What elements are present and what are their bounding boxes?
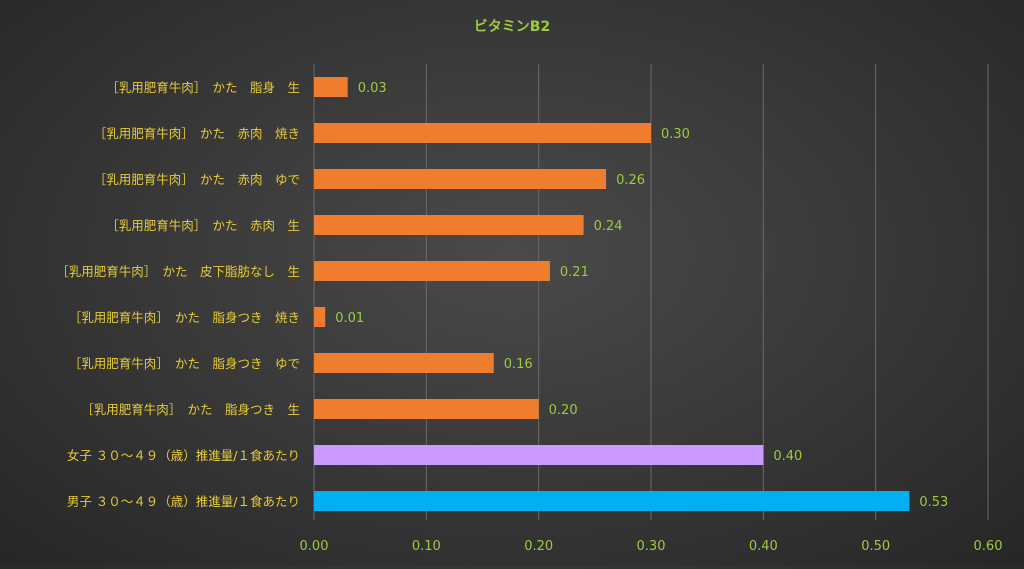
bar xyxy=(314,215,584,235)
bar xyxy=(314,261,550,281)
category-label: ［乳用肥育牛肉］ かた 脂身つき 焼き xyxy=(69,310,300,325)
x-axis-tick-labels: 0.00 0.10 0.20 0.30 0.40 0.50 0.60 xyxy=(300,539,1003,554)
bar xyxy=(314,353,494,373)
category-label: ［乳用肥育牛肉］ かた 赤肉 ゆで xyxy=(94,172,300,187)
bar xyxy=(314,77,348,97)
bar xyxy=(314,491,910,511)
category-labels: ［乳用肥育牛肉］ かた 脂身 生 ［乳用肥育牛肉］ かた 赤肉 焼き ［乳用肥育牛肉… xyxy=(56,80,300,509)
category-label: ［乳用肥育牛肉］ かた 脂身つき 生 xyxy=(81,402,300,417)
x-tick-label: 0.30 xyxy=(637,539,666,554)
bar xyxy=(314,445,764,465)
x-tick-label: 0.00 xyxy=(300,539,329,554)
value-label: 0.40 xyxy=(773,449,802,464)
category-label: ［乳用肥育牛肉］ かた 赤肉 焼き xyxy=(94,126,300,141)
category-label: ［乳用肥育牛肉］ かた 脂身つき ゆで xyxy=(69,356,300,371)
value-label: 0.30 xyxy=(661,127,690,142)
value-label: 0.03 xyxy=(358,81,387,96)
category-label: ［乳用肥育牛肉］ かた 赤肉 生 xyxy=(106,218,300,233)
x-tick-label: 0.20 xyxy=(524,539,553,554)
bar xyxy=(314,399,539,419)
category-label: ［乳用肥育牛肉］ かた 脂身 生 xyxy=(106,80,300,95)
category-label: 女子 ３０～４９（歳）推進量/１食あたり xyxy=(67,448,300,463)
value-label: 0.16 xyxy=(504,357,533,372)
x-tick-label: 0.60 xyxy=(974,539,1003,554)
value-label: 0.24 xyxy=(594,219,623,234)
bar xyxy=(314,169,607,189)
value-label: 0.01 xyxy=(335,311,364,326)
category-label: ［乳用肥育牛肉］ かた 皮下脂肪なし 生 xyxy=(56,264,300,279)
x-tick-label: 0.40 xyxy=(749,539,778,554)
value-label: 0.20 xyxy=(549,403,578,418)
chart-title: ビタミンB2 xyxy=(474,19,550,35)
value-label: 0.21 xyxy=(560,265,589,280)
x-tick-label: 0.50 xyxy=(861,539,890,554)
value-labels: 0.03 0.30 0.26 0.24 0.21 0.01 0.16 0.20 0.40 0.53 xyxy=(335,81,948,510)
bar xyxy=(314,307,326,327)
category-label: 男子 ３０～４９（歳）推進量/１食あたり xyxy=(67,494,300,509)
x-tick-label: 0.10 xyxy=(412,539,441,554)
bars xyxy=(314,77,910,511)
value-label: 0.26 xyxy=(616,173,645,188)
bar xyxy=(314,123,651,143)
value-label: 0.53 xyxy=(919,495,948,510)
